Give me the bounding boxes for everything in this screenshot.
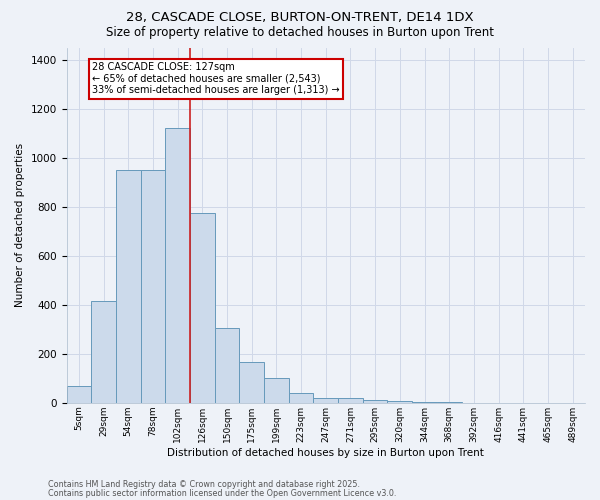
- Bar: [165, 128, 190, 403]
- Bar: [91, 301, 116, 403]
- Bar: [264, 378, 289, 403]
- Bar: [412, 402, 437, 403]
- Bar: [190, 213, 215, 403]
- Text: Contains HM Land Registry data © Crown copyright and database right 2025.: Contains HM Land Registry data © Crown c…: [48, 480, 360, 489]
- Text: Size of property relative to detached houses in Burton upon Trent: Size of property relative to detached ho…: [106, 26, 494, 39]
- Text: 28, CASCADE CLOSE, BURTON-ON-TRENT, DE14 1DX: 28, CASCADE CLOSE, BURTON-ON-TRENT, DE14…: [126, 12, 474, 24]
- Y-axis label: Number of detached properties: Number of detached properties: [15, 143, 25, 307]
- Bar: [289, 394, 313, 403]
- Bar: [388, 401, 412, 403]
- Bar: [338, 398, 363, 403]
- Bar: [363, 400, 388, 403]
- Bar: [313, 398, 338, 403]
- Text: 28 CASCADE CLOSE: 127sqm
← 65% of detached houses are smaller (2,543)
33% of sem: 28 CASCADE CLOSE: 127sqm ← 65% of detach…: [92, 62, 340, 96]
- Bar: [140, 170, 165, 403]
- Bar: [116, 170, 140, 403]
- Bar: [239, 362, 264, 403]
- Text: Contains public sector information licensed under the Open Government Licence v3: Contains public sector information licen…: [48, 488, 397, 498]
- Bar: [67, 386, 91, 403]
- Bar: [215, 328, 239, 403]
- X-axis label: Distribution of detached houses by size in Burton upon Trent: Distribution of detached houses by size …: [167, 448, 484, 458]
